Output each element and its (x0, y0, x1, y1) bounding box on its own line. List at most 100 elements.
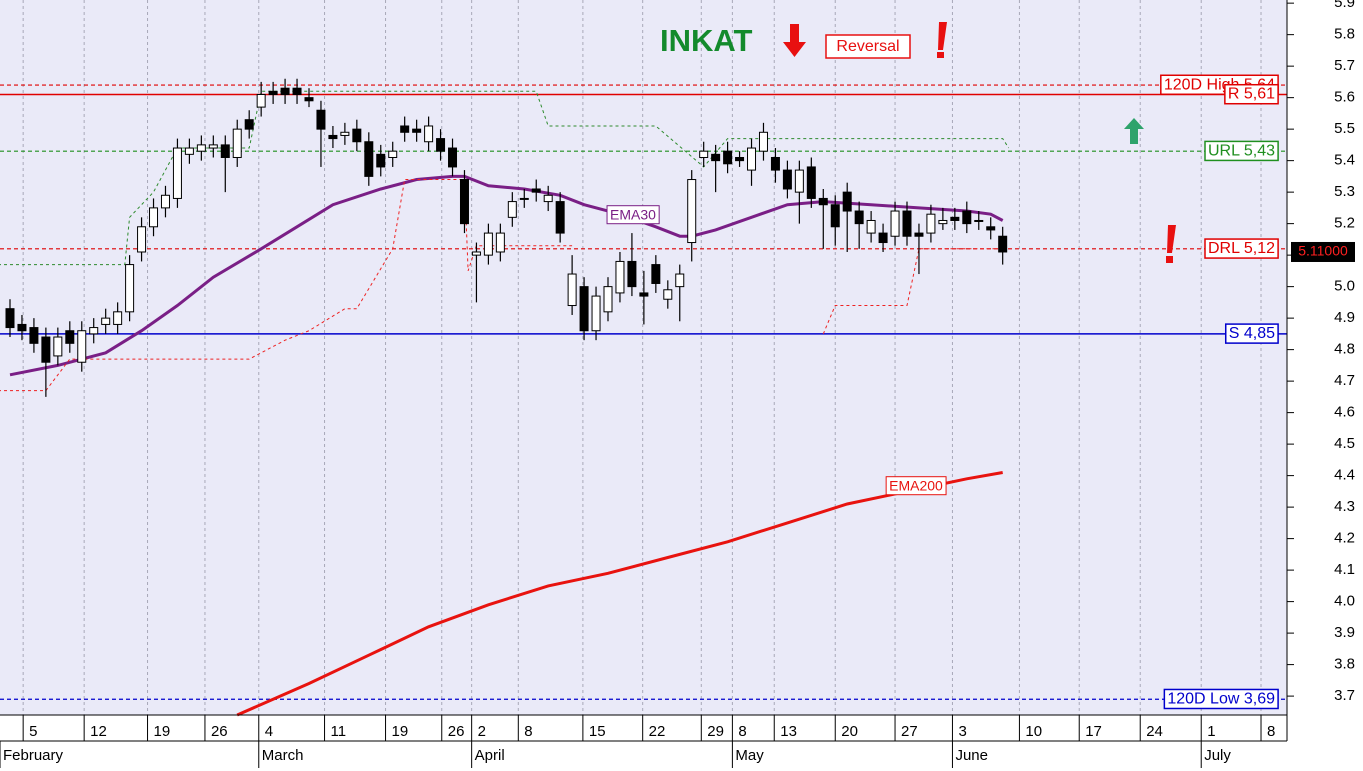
candle-body (627, 260, 637, 288)
legend-label: EMA200 (889, 478, 943, 494)
candle-body (256, 93, 266, 108)
candle-body (974, 219, 984, 222)
candle-body (376, 153, 386, 168)
y-tick-label: 5.6 (1334, 89, 1355, 106)
legend-box (885, 476, 947, 496)
candle-body (280, 87, 290, 95)
x-tick-label: 4 (265, 723, 273, 740)
candle-body (471, 251, 481, 256)
candle-body (292, 87, 302, 95)
x-tick-label: 8 (1267, 723, 1275, 740)
level-label-box (1163, 688, 1279, 710)
candle-body (5, 308, 15, 329)
candle-body (591, 295, 601, 332)
exclamation-icon (1166, 225, 1176, 263)
candle-body (723, 150, 733, 165)
y-tick-label: 5.2 (1334, 215, 1355, 232)
candle-body (711, 153, 721, 162)
candle-body (113, 311, 123, 325)
candle-body (770, 156, 780, 171)
candle-body (448, 147, 458, 168)
y-tick-label: 5.7 (1334, 57, 1355, 74)
level-label: 120D Low 3,69 (1167, 690, 1275, 707)
y-tick-label: 4.0 (1334, 593, 1355, 610)
chart-title: INKAT (660, 23, 752, 58)
x-tick-label: 27 (901, 723, 918, 740)
y-tick-label: 4.6 (1334, 404, 1355, 421)
down-arrow-icon (783, 24, 806, 57)
candle-body (507, 201, 517, 218)
candle-body (424, 125, 434, 143)
candle-body (675, 273, 685, 288)
x-tick-label: 1 (1207, 723, 1215, 740)
y-tick-label: 4.8 (1334, 341, 1355, 358)
candle-body (77, 330, 87, 363)
candle-body (232, 128, 242, 158)
candle-body (400, 125, 410, 133)
candle-body (866, 219, 876, 234)
x-tick-label: 26 (211, 723, 228, 740)
x-tick-label: 8 (524, 723, 532, 740)
y-tick-label: 3.9 (1334, 624, 1355, 641)
annotation-box (825, 34, 911, 59)
candle-body (687, 179, 697, 244)
candle-body (531, 188, 541, 193)
level-label: R 5,61 (1228, 86, 1275, 103)
candle-body (651, 264, 661, 284)
month-label: June (955, 747, 988, 764)
candle-body (184, 147, 194, 155)
y-tick-label: 4.4 (1334, 467, 1355, 484)
month-label: February (3, 747, 64, 764)
x-tick-label: 5 (29, 723, 37, 740)
candle-body (101, 317, 111, 325)
candle-body (172, 147, 182, 199)
level-label: S 4,85 (1229, 325, 1275, 342)
candle-body (459, 179, 469, 225)
y-tick-label: 5.3 (1334, 183, 1355, 200)
candle-body (878, 232, 888, 244)
candle-body (998, 235, 1008, 253)
candle-body (137, 226, 147, 253)
candle-body (160, 194, 170, 209)
level-label-box (1204, 238, 1279, 259)
plot-background (0, 0, 1287, 715)
last-price-box (1291, 241, 1355, 262)
candle-body (579, 286, 589, 332)
legend-label: EMA30 (610, 207, 656, 223)
x-tick-label: 15 (589, 723, 606, 740)
y-tick-label: 5.4 (1334, 152, 1355, 169)
y-tick-label: 4.3 (1334, 498, 1355, 515)
x-tick-label: 10 (1025, 723, 1042, 740)
x-tick-label: 2 (478, 723, 486, 740)
candle-body (519, 197, 529, 200)
candle-body (842, 191, 852, 212)
candle-body (926, 213, 936, 234)
axis-panel (1287, 0, 1363, 771)
candle-body (555, 201, 565, 234)
candle-body (794, 169, 804, 193)
candle-body (962, 210, 972, 225)
candle-body (220, 144, 230, 158)
candle-body (304, 97, 314, 102)
y-tick-label: 5.8 (1334, 26, 1355, 43)
candle-body (902, 210, 912, 237)
candle-body (29, 327, 39, 344)
x-tick-label: 19 (154, 723, 171, 740)
y-tick-label: 5.0 (1334, 278, 1355, 295)
x-tick-label: 8 (738, 723, 746, 740)
y-tick-label: 5.9 (1334, 0, 1355, 11)
candle-body (53, 336, 63, 357)
x-tick-label: 13 (780, 723, 797, 740)
candle-body (328, 134, 338, 140)
level-label-box (1224, 323, 1279, 344)
candle-body (65, 330, 75, 344)
candle-body (639, 292, 649, 297)
level-label: URL 5,43 (1208, 142, 1275, 159)
candle-body (543, 194, 553, 203)
y-tick-label: 5.5 (1334, 120, 1355, 137)
candle-body (603, 286, 613, 313)
level-label-box (1224, 83, 1279, 105)
month-label: April (475, 747, 505, 764)
candle-body (208, 144, 218, 149)
